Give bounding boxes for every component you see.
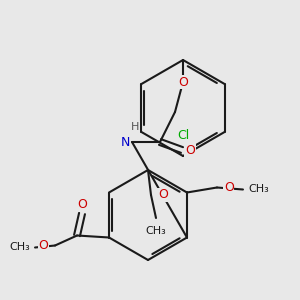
Text: CH₃: CH₃ [146, 226, 167, 236]
Text: O: O [178, 76, 188, 88]
Text: O: O [77, 198, 87, 211]
Text: Cl: Cl [177, 129, 189, 142]
Text: O: O [185, 143, 195, 157]
Text: H: H [131, 122, 139, 132]
Text: O: O [224, 181, 234, 194]
Text: O: O [158, 188, 168, 202]
Text: CH₃: CH₃ [248, 184, 269, 194]
Text: CH₃: CH₃ [9, 242, 30, 253]
Text: O: O [38, 239, 48, 252]
Text: N: N [121, 136, 130, 148]
